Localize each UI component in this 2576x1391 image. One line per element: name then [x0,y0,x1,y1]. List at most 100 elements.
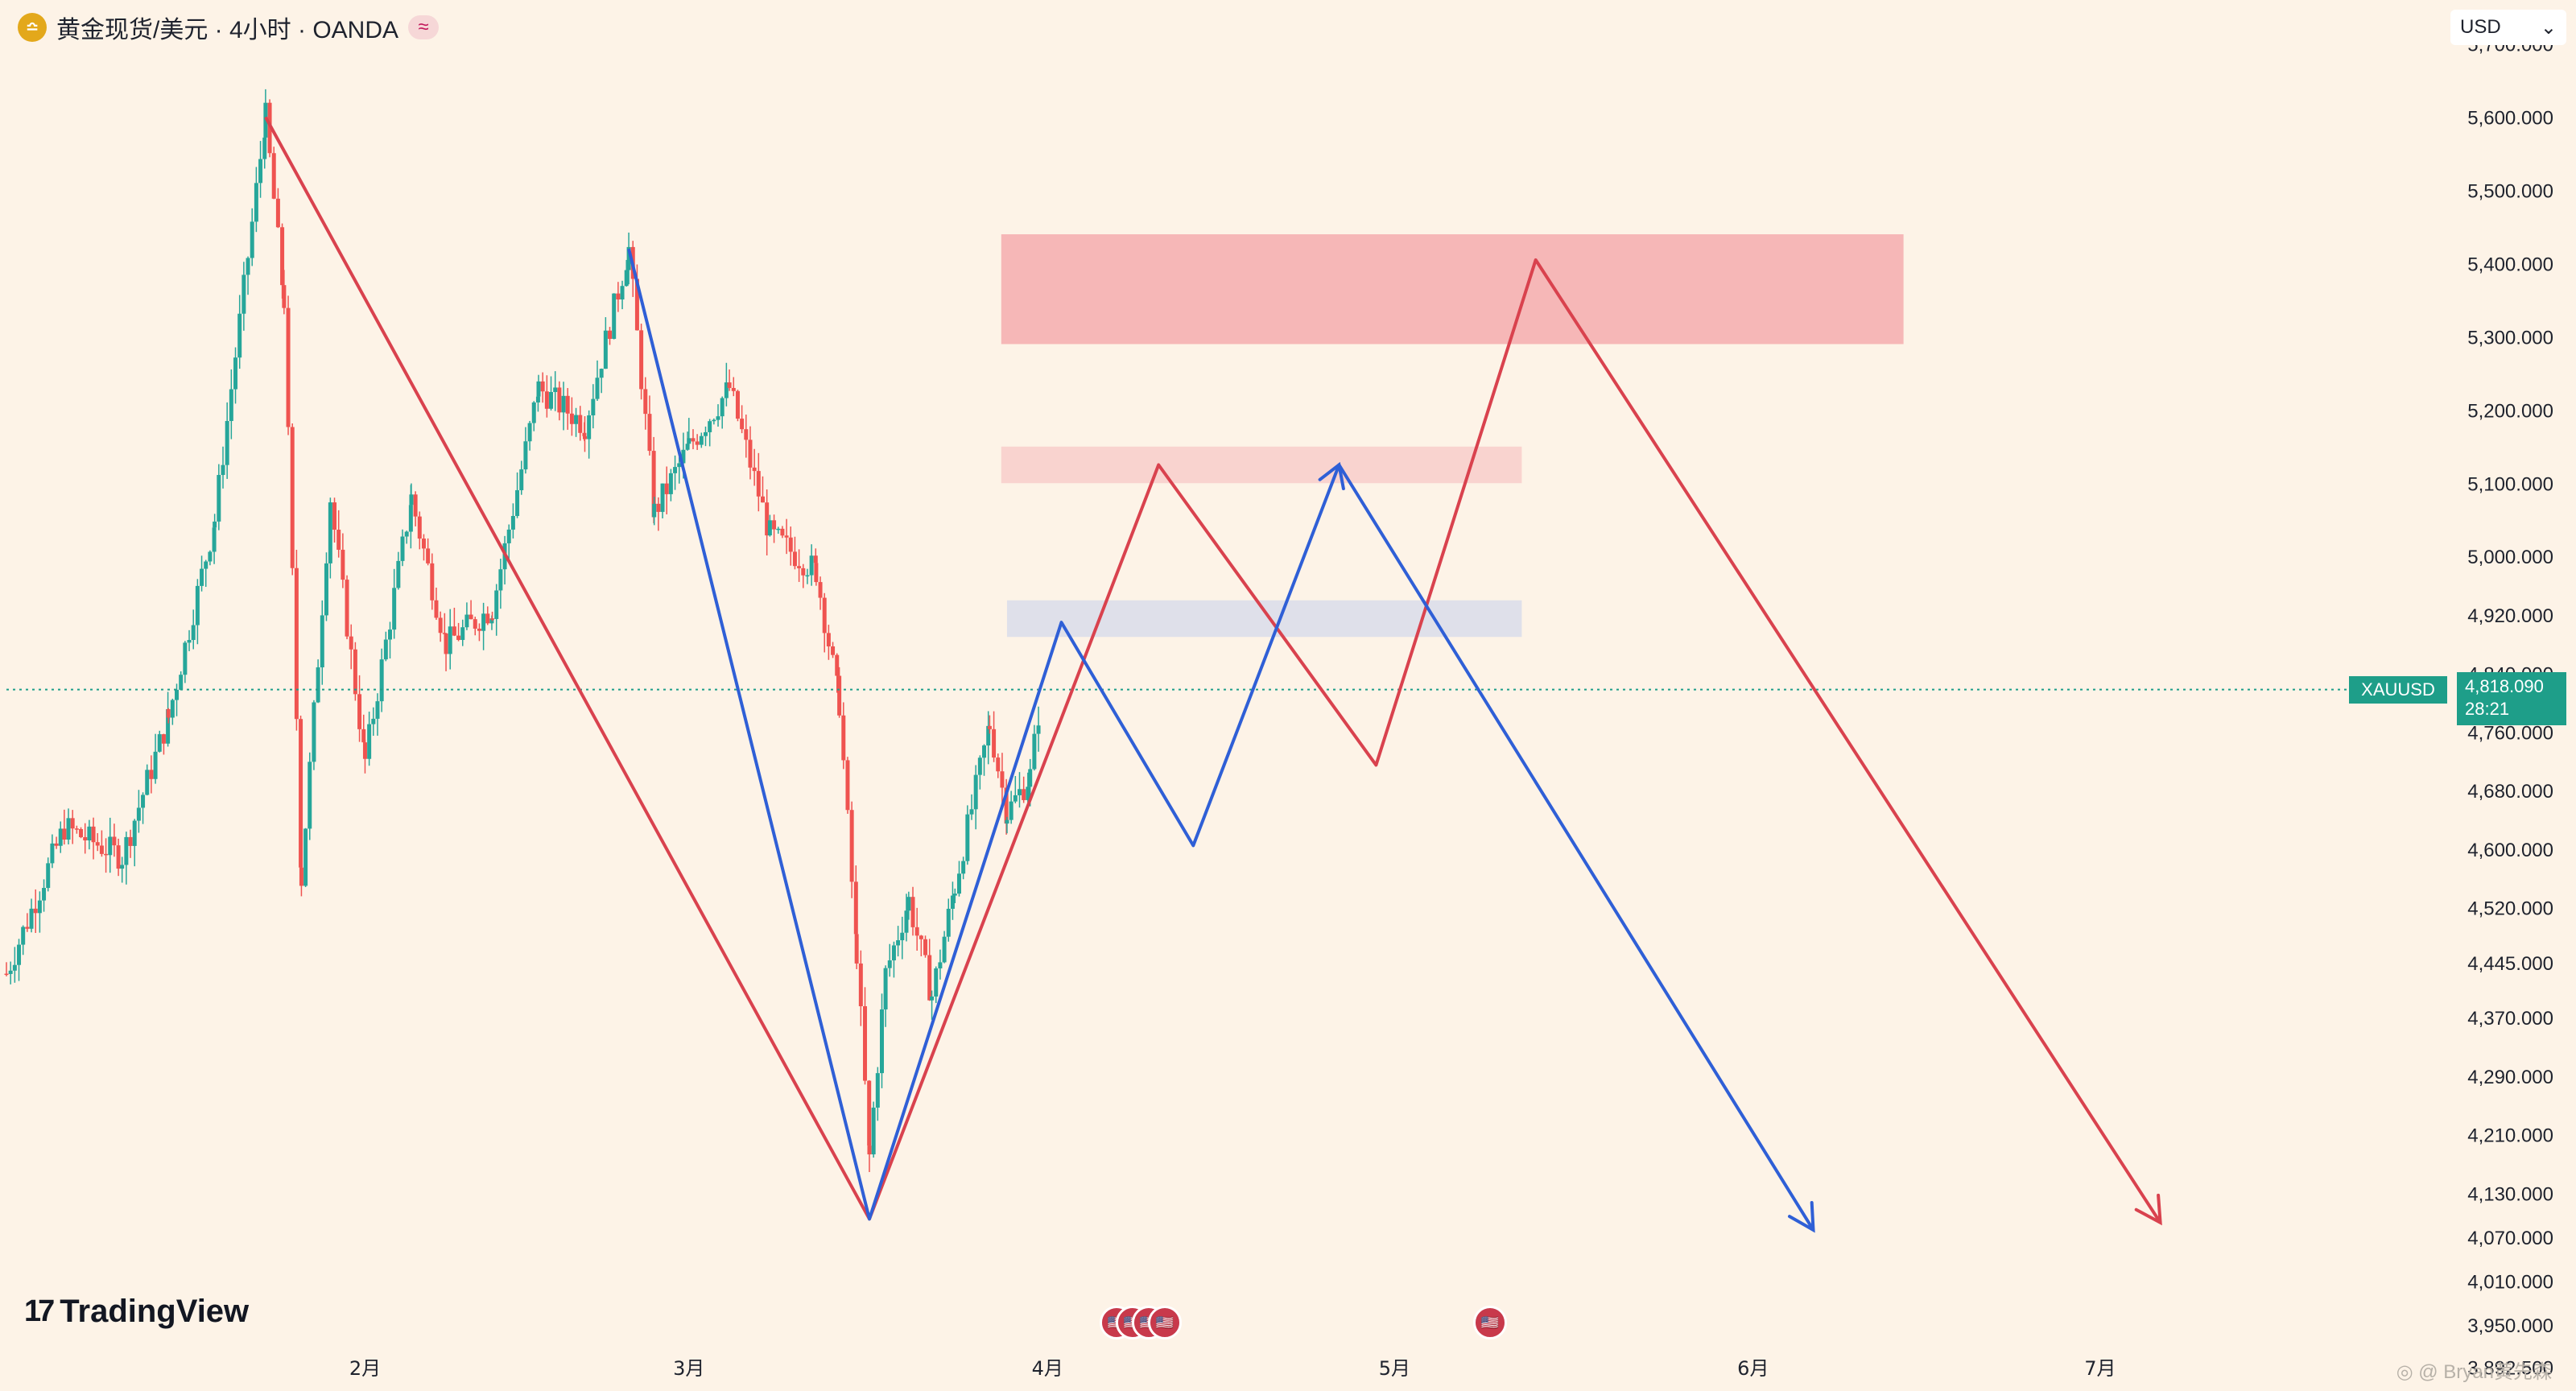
candle-body [772,520,777,530]
candle-body [565,395,570,414]
candle-body [99,845,104,854]
candle-body [290,427,295,568]
currency-value: USD [2460,16,2501,38]
y-tick-label: 4,010.000 [2467,1272,2553,1294]
candle-body [651,451,656,518]
candle-body [1022,789,1026,800]
candle-body [849,810,854,882]
price-axis[interactable]: 5,700.0005,600.0005,500.0005,400.0005,30… [2467,35,2553,1380]
candle-body [744,429,749,440]
candle-body [578,415,583,433]
candle-body [527,423,532,442]
candle-body [780,528,785,536]
candle-body [660,483,665,512]
us-flag-event-icon[interactable]: 🇺🇸 [1473,1306,1507,1339]
candle-body [788,537,793,552]
candle-body [805,575,810,577]
candle-body [841,715,846,761]
candle-body [535,396,540,402]
us-flag-event-icon[interactable]: 🇺🇸 [1148,1306,1182,1339]
candle-body [557,387,562,413]
candle-body [695,441,700,445]
candle-body [413,494,418,517]
tradingview-logo[interactable]: 17 TradingView [24,1291,249,1331]
y-tick-label: 4,760.000 [2467,722,2553,744]
candle-body [233,357,238,390]
candle-body [987,725,992,729]
candle-body [124,836,129,865]
candle-body [835,654,840,676]
candle-body [341,549,345,580]
x-tick-label: 4月 [1032,1357,1063,1380]
candle-body [664,483,669,494]
candle-body [797,566,802,568]
candle-body [294,568,299,720]
y-tick-label: 4,070.000 [2467,1228,2553,1249]
candle-body [157,734,162,752]
candle-body [712,419,716,422]
candle-body [361,729,366,743]
candle-body [716,416,720,420]
time-axis[interactable]: 2月 3月 4月 5月 6月 7月 [349,1357,2116,1380]
candle-body [434,600,439,618]
candle-body [25,927,30,929]
candle-body [208,551,213,562]
candle-body [896,940,901,946]
candle-body [62,828,67,840]
y-tick-label: 5,600.000 [2467,108,2553,130]
data-status-icon[interactable]: ≈ [408,15,440,39]
watermark: ◎ @ Bryan黄先森 [2396,1361,2552,1383]
candle-body [324,563,328,616]
candle-body [367,724,372,759]
candle-body [50,843,55,864]
candle-body [375,701,380,719]
candle-body [229,389,233,421]
candle-body [242,274,246,314]
candle-body [634,279,639,331]
candle-body [54,843,59,846]
candle-body [200,568,204,586]
candle-body [620,286,625,300]
zones-layer [1001,234,1904,638]
blue-forecast-path [627,248,1815,1231]
currency-selector[interactable]: USD ⌄ [2450,10,2566,45]
gold-symbol-icon[interactable]: ≏ [18,13,47,42]
candle-body [91,826,96,843]
candle-body [452,626,456,636]
candle-body [1004,787,1009,824]
candle-body [934,968,939,997]
candle-body [120,865,125,869]
candle-body [603,330,608,369]
candle-body [166,708,171,718]
candle-body [204,561,208,569]
tradingview-mark-icon: 17 [24,1294,55,1328]
candle-body [767,520,772,536]
candle-body [624,270,629,287]
candle-body [456,635,461,640]
candle-body [481,613,486,631]
x-tick-label: 7月 [2084,1357,2116,1380]
candle-body [141,795,146,808]
candle-body [801,568,806,576]
candle-body [17,944,22,965]
candle-body [128,836,133,846]
candle-body [756,471,761,497]
candle-body [469,614,473,620]
candle-body [813,555,818,563]
candle-body [149,770,154,779]
candle-body [724,382,729,398]
candle-body [409,494,414,506]
candle-body [668,473,673,494]
candle-body [616,293,621,300]
candle-body [858,963,863,1007]
candle-body [748,440,753,468]
y-tick-label: 5,000.000 [2467,547,2553,568]
candle-body [677,463,682,468]
candle-body [349,636,353,650]
candle-body [591,398,596,415]
symbol-title[interactable]: 黄金现货/美元 · 4小时 · OANDA [56,17,399,43]
x-tick-label: 2月 [349,1357,381,1380]
candle-body [952,894,957,896]
candle-body [498,569,503,591]
